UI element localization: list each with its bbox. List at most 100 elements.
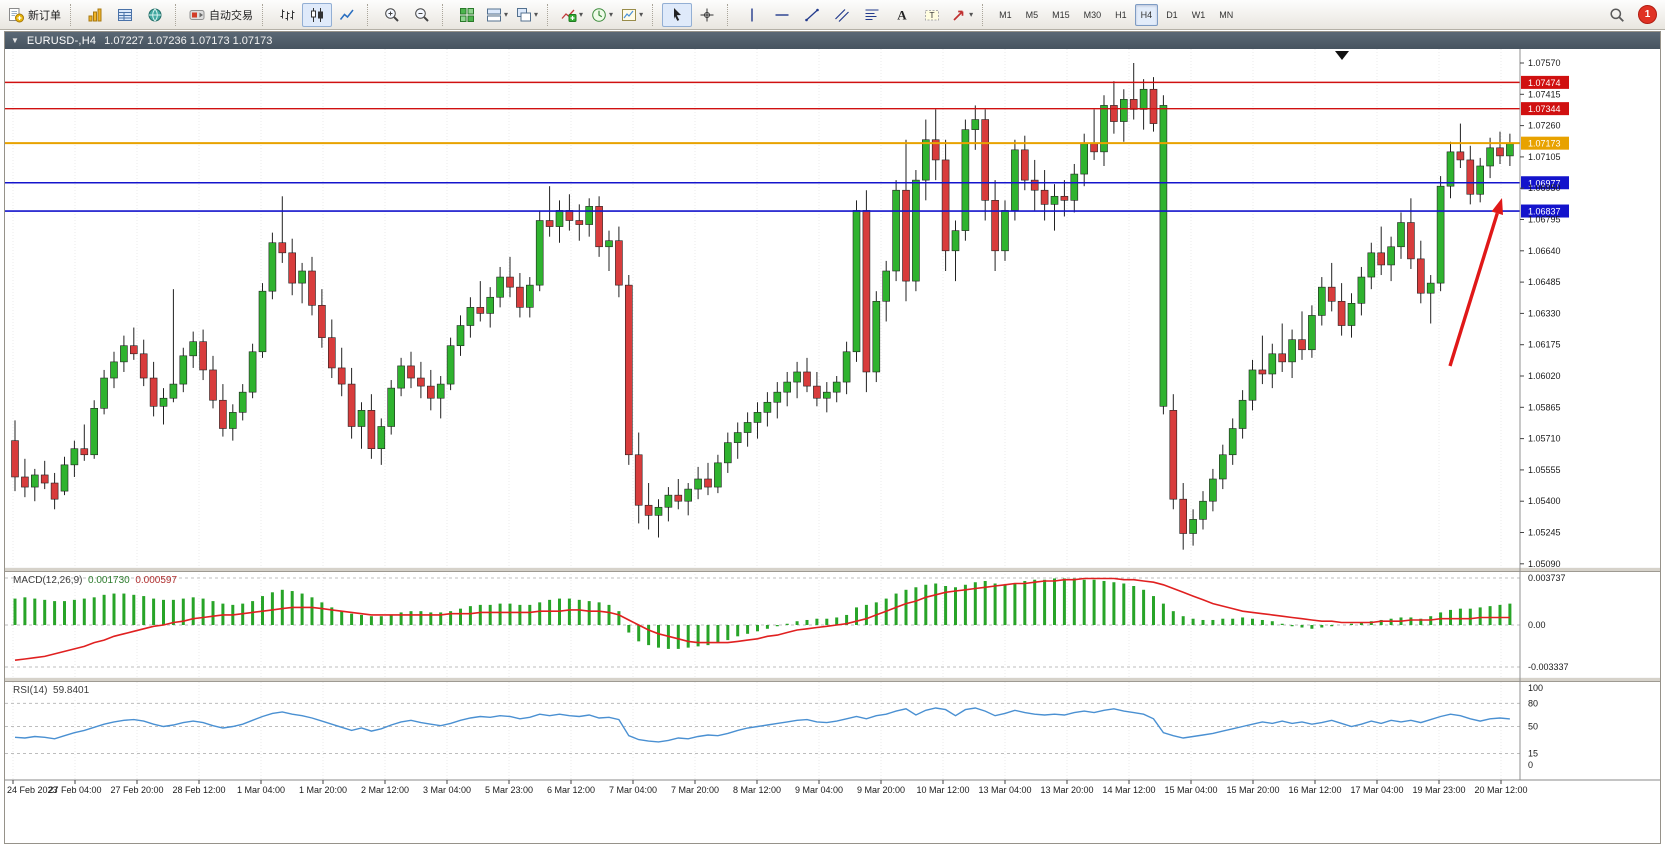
candle-bullish: [496, 276, 504, 298]
candle-bullish: [921, 139, 930, 181]
candle-bearish: [803, 371, 811, 387]
charts-button[interactable]: [80, 3, 110, 27]
data-window-icon: [147, 7, 163, 23]
price-tag: [1521, 204, 1569, 218]
candle-bullish: [446, 345, 455, 385]
autotrading-button[interactable]: 自动交易: [185, 3, 257, 27]
arrange-windows-icon: [486, 7, 502, 23]
time-axis-label: 5 Mar 23:00: [485, 785, 533, 795]
price-tag: [1521, 75, 1569, 89]
tile-windows-button[interactable]: [452, 3, 482, 27]
window-menu-icon[interactable]: ▼: [11, 36, 19, 45]
candle-bearish: [1337, 300, 1346, 326]
candle-bearish: [278, 242, 287, 254]
candle-bullish: [585, 206, 594, 225]
down-triangle-marker[interactable]: [1335, 51, 1349, 60]
vertical-line-button[interactable]: [737, 3, 767, 27]
time-axis-label: 1 Mar 04:00: [237, 785, 285, 795]
timeframe-D1-button[interactable]: D1: [1166, 9, 1178, 20]
cursor-button[interactable]: [662, 2, 693, 27]
arrange-windows-dropdown-icon[interactable]: ▾: [504, 9, 509, 19]
zoom-out-button[interactable]: [407, 3, 437, 27]
candle-bullish: [753, 412, 762, 423]
timeframe-H1-button[interactable]: H1: [1115, 9, 1127, 20]
arrows-dropdown-icon[interactable]: ▾: [969, 9, 974, 19]
zoom-in-button[interactable]: [377, 3, 407, 27]
candle-bullish: [100, 377, 108, 409]
notification-badge[interactable]: 1: [1638, 5, 1657, 24]
text-icon: A: [894, 7, 910, 23]
search-button[interactable]: [1602, 3, 1632, 27]
new-order-button[interactable]: 新订单: [4, 3, 65, 27]
candle-bullish: [971, 119, 980, 130]
arrange-windows-button[interactable]: ▾: [482, 3, 512, 27]
candle-bearish: [21, 476, 29, 488]
bars-button[interactable]: [272, 3, 302, 27]
candle-bullish: [258, 290, 267, 353]
candle-bearish: [1456, 151, 1465, 161]
trendline-button[interactable]: [797, 3, 827, 27]
timeframe-M15-button[interactable]: M15: [1052, 9, 1070, 20]
price-tag: [1521, 176, 1569, 190]
data-window-button[interactable]: [140, 3, 170, 27]
horizontal-line-button[interactable]: [767, 3, 797, 27]
candle-bearish: [11, 440, 19, 478]
candle-bullish: [892, 189, 900, 272]
candle-bullish: [229, 412, 237, 429]
cascade-windows-dropdown-icon[interactable]: ▾: [534, 9, 539, 19]
candle-bullish: [1100, 105, 1108, 153]
timeframe-M5-button[interactable]: M5: [1025, 9, 1039, 20]
candle-bullish: [743, 422, 752, 433]
price-axis-tick: 1.07570: [1528, 58, 1561, 68]
text-button[interactable]: A: [887, 3, 917, 27]
candle-bullish: [763, 401, 772, 413]
time-axis-label: 9 Mar 20:00: [857, 785, 905, 795]
candle-bullish: [120, 345, 128, 363]
candle-bearish: [426, 385, 435, 399]
search-icon: [1609, 7, 1625, 23]
candle-bearish: [1327, 286, 1336, 302]
candles-button[interactable]: [302, 2, 332, 27]
crosshair-button[interactable]: [692, 3, 722, 27]
timeframe-H4-button[interactable]: H4: [1134, 3, 1159, 26]
price-tag: [1521, 102, 1569, 116]
candle-bullish: [357, 410, 366, 427]
chart-title-bar[interactable]: ▼ EURUSD-,H4 1.07227 1.07236 1.07173 1.0…: [5, 32, 1660, 49]
candle-bullish: [793, 371, 801, 383]
indicators-dropdown-icon[interactable]: ▾: [579, 9, 584, 19]
trend-arrow-annotation[interactable]: [1448, 212, 1499, 367]
channel-icon: [834, 7, 850, 23]
panel-divider[interactable]: [5, 677, 1660, 682]
candle-bearish: [209, 369, 217, 401]
candle-bullish: [1318, 286, 1326, 316]
templates-button[interactable]: ▾: [617, 3, 647, 27]
price-axis-tick: 1.06020: [1528, 371, 1561, 381]
candle-bullish: [842, 351, 851, 383]
timeframe-M1-button[interactable]: M1: [999, 9, 1012, 20]
candle-bullish: [832, 381, 841, 393]
periods-button[interactable]: ▾: [587, 3, 617, 27]
candle-bearish: [347, 383, 356, 427]
time-axis-label: 17 Mar 04:00: [1350, 785, 1403, 795]
chart-canvas[interactable]: 1.074741.073441.071731.069771.068371.075…: [5, 49, 1660, 801]
line-chart-button[interactable]: [332, 3, 362, 27]
cascade-windows-button[interactable]: ▾: [512, 3, 542, 27]
timeframe-MN-button[interactable]: MN: [1219, 9, 1234, 20]
indicators-button[interactable]: ▾: [557, 3, 587, 27]
rsi-axis-tick: 100: [1528, 683, 1543, 693]
market-watch-button[interactable]: [110, 3, 140, 27]
crosshair-icon: [699, 7, 715, 23]
periods-dropdown-icon[interactable]: ▾: [609, 9, 614, 19]
macd-indicator: [13, 577, 1512, 661]
timeframe-W1-button[interactable]: W1: [1191, 9, 1206, 20]
rsi-axis-tick: 80: [1528, 698, 1538, 708]
channel-button[interactable]: [827, 3, 857, 27]
panel-divider[interactable]: [5, 567, 1660, 572]
arrows-button[interactable]: ▾: [947, 3, 977, 27]
text-label-button[interactable]: T: [917, 3, 947, 27]
candle-bearish: [624, 284, 633, 456]
timeframe-M30-button[interactable]: M30: [1083, 9, 1102, 20]
fibonacci-button[interactable]: [857, 3, 887, 27]
candle-bearish: [367, 410, 376, 450]
templates-dropdown-icon[interactable]: ▾: [639, 9, 644, 19]
